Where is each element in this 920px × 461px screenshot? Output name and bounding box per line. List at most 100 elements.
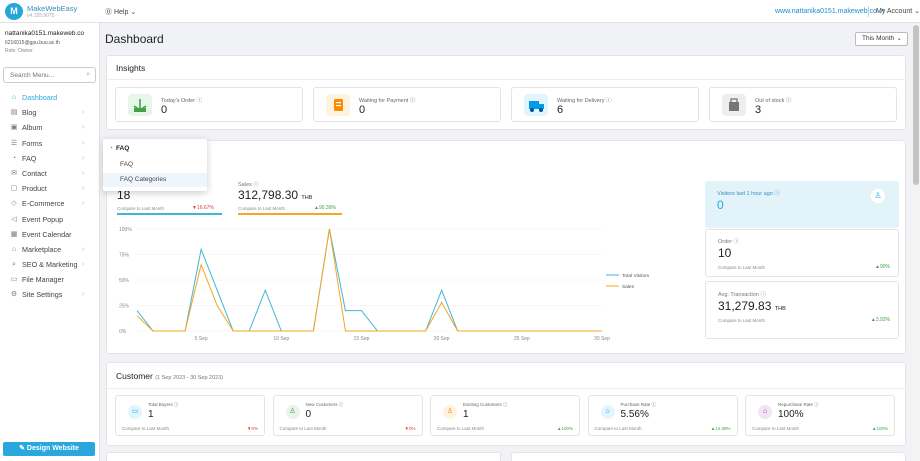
customer-stat-box[interactable]: ⌂ Repurchase Rate ⓘ 100% Compare to Last Mo…	[745, 395, 895, 436]
x-tick-label: 25 Sep	[514, 336, 530, 342]
document-icon: ▤	[10, 109, 18, 117]
chevron-right-icon: ›	[82, 124, 85, 132]
faq-menu-option[interactable]: FAQ	[120, 161, 134, 168]
visitors-last-hour-value: 0	[717, 198, 724, 212]
x-tick-label: 30 Sep	[594, 336, 610, 342]
customer-stat-label: New Customers ⓘ	[305, 402, 344, 407]
visitors-last-hour-box: Visitors last 1 hour ago ⓘ 0 ♙	[705, 181, 899, 228]
insight-waiting-delivery[interactable]: Waiting for Delivery ⓘ 6	[511, 87, 699, 122]
divider	[107, 79, 905, 80]
sidebar-item-dashboard[interactable]: ⌂ Dashboard	[0, 90, 100, 105]
sidebar-item-product[interactable]: ▢ Product ›	[0, 181, 100, 196]
top-bar: M MakeWebEasy v4.155.9075 ⓪ Help ⌄ www.n…	[0, 0, 920, 23]
help-icon: ⓪	[105, 9, 112, 16]
gear-icon: ⚙	[10, 291, 18, 299]
customer-stat-box[interactable]: ♙ New Customers ⓘ 0 Compare to Last Month ▼0…	[272, 395, 423, 436]
sidebar-menu: ⌂ Dashboard ▤ Blog › ▣ Album › ☰ Forms › ◔ FAQ › …	[0, 90, 100, 303]
user-role: Role: Owner	[5, 48, 33, 54]
sales-underline	[238, 213, 342, 215]
insights-title: Insights	[116, 63, 146, 73]
chevron-right-icon: ›	[82, 291, 85, 299]
site-link[interactable]: www.nattanika0151.makeweb.co ↗	[775, 7, 885, 15]
insight-value: 0	[161, 104, 168, 116]
chevron-right-icon: ›	[82, 185, 85, 193]
megaphone-icon: ◁	[11, 215, 17, 223]
calendar-icon: ▦	[10, 230, 18, 238]
site-link-label: www.nattanika0151.makeweb.co	[775, 8, 877, 15]
order-label: Order ⓘ	[718, 239, 740, 245]
sidebar-item-blog[interactable]: ▤ Blog ›	[0, 105, 100, 120]
insight-out-of-stock[interactable]: Out of stock ⓘ 3	[709, 87, 897, 122]
insight-waiting-payment[interactable]: Waiting for Payment ⓘ 0	[313, 87, 501, 122]
avg-transaction-label: Avg. Transaction ⓘ	[718, 292, 766, 298]
total-visitors-value: 18	[117, 188, 131, 202]
customer-stat-box[interactable]: ▭ Total Buyers ⓘ 1 Compare to Last Month ▼0%	[115, 395, 265, 436]
chevron-right-icon: ›	[82, 169, 85, 177]
chevron-right-icon: ›	[82, 245, 85, 253]
search-menu-input[interactable]	[4, 68, 79, 82]
customer-card: Customer (1 Sep 2023 - 30 Sep 2023) ▭ Tot…	[106, 362, 906, 446]
sidebar-item-site-settings[interactable]: ⚙ Site Settings ›	[0, 287, 100, 302]
chevron-right-icon: ›	[82, 200, 85, 208]
customer-stat-value: 0	[305, 409, 312, 420]
sales-value: 312,798.30 THB	[238, 188, 313, 202]
account-menu[interactable]: My Account ⌄	[876, 7, 920, 15]
sidebar-item-label: Event Popup	[22, 214, 64, 224]
avg-transaction-change-badge: ▲3.93%	[870, 317, 890, 323]
period-select[interactable]: This Month ⌄	[855, 32, 908, 46]
design-website-label: Design Website	[26, 445, 79, 452]
customer-stat-change: ▼0%	[404, 426, 416, 431]
customer-stat-compare: Compare to Last Month	[752, 426, 800, 431]
sidebar-item-forms[interactable]: ☰ Forms ›	[0, 136, 100, 151]
customer-title: Customer (1 Sep 2023 - 30 Sep 2023)	[116, 371, 224, 381]
bottom-left-card	[106, 452, 501, 461]
series-line-sales	[136, 228, 602, 332]
order-compare-label: Compare to Last Month	[718, 265, 766, 270]
sidebar-item-file-manager[interactable]: ▭ File Manager	[0, 272, 100, 287]
help-label: Help	[113, 9, 129, 16]
sidebar-item-label: Album	[22, 123, 43, 133]
sidebar-item-event-popup[interactable]: ◁ Event Popup	[0, 212, 100, 227]
customer-stat-value: 1	[148, 409, 154, 420]
sidebar-item-marketplace[interactable]: ⌂ Marketplace ›	[0, 242, 100, 257]
sidebar-item-label: Forms	[22, 138, 43, 148]
order-change-badge: ▲90%	[875, 264, 890, 270]
faq-categories-menu-option[interactable]: FAQ Categories	[103, 173, 207, 187]
sales-change-badge: ▲90.39%	[314, 205, 336, 211]
faq-flyout-header: ◔ FAQ	[109, 145, 130, 152]
sidebar-item-contact[interactable]: ✉ Contact ›	[0, 166, 100, 181]
list-icon: ☰	[10, 139, 18, 147]
search-menu-field[interactable]: ⌕	[3, 67, 96, 83]
brand-logo[interactable]: M	[5, 3, 23, 20]
search-icon: ⌕	[86, 71, 90, 78]
y-tick-label: 25%	[119, 304, 130, 310]
page-title: Dashboard	[105, 32, 164, 46]
sidebar-item-seo-marketing[interactable]: ⌕ SEO & Marketing ›	[0, 257, 100, 272]
legend-label: Total Visitors	[622, 273, 650, 279]
customer-stat-compare: Compare to Last Month	[122, 426, 170, 431]
customer-stat-box[interactable]: ♙ Existing Customers ⓘ 1 Compare to Last Mo…	[430, 395, 580, 436]
help-menu[interactable]: ⓪ Help ⌄	[105, 7, 136, 17]
insight-todays-order[interactable]: Today's Order ⓘ 0	[115, 87, 303, 122]
divider	[868, 6, 869, 17]
sidebar-item-event-calendar[interactable]: ▦ Event Calendar	[0, 227, 100, 242]
chevron-right-icon: ›	[82, 261, 85, 269]
faq-icon: ◔	[11, 154, 17, 162]
customer-stat-value: 100%	[778, 409, 804, 420]
design-website-button[interactable]: ✎ Design Website	[3, 442, 95, 456]
tag-icon: ◇	[11, 200, 17, 208]
sidebar-item-label: Blog	[22, 108, 37, 118]
cart-icon: ⌂	[600, 405, 615, 419]
scroll-thumb[interactable]	[913, 25, 919, 185]
customer-stat-box[interactable]: ⌂ Purchase Rate ⓘ 5.56% Compare to Last Mon…	[587, 395, 738, 436]
customer-stat-label: Purchase Rate ⓘ	[620, 402, 657, 407]
sidebar-item-album[interactable]: ▣ Album ›	[0, 120, 100, 135]
y-tick-label: 100%	[119, 227, 132, 233]
chevron-down-icon: ⌄	[914, 8, 920, 15]
customer-stat-compare: Compare to Last Month	[279, 426, 327, 431]
page-scrollbar[interactable]	[912, 23, 920, 461]
sidebar-item-ecommerce[interactable]: ◇ E-Commerce ›	[0, 196, 100, 211]
sidebar-item-faq[interactable]: ◔ FAQ ›	[0, 151, 100, 166]
customer-stat-change: ▲100%	[872, 426, 888, 431]
box-icon: ▢	[10, 185, 18, 193]
